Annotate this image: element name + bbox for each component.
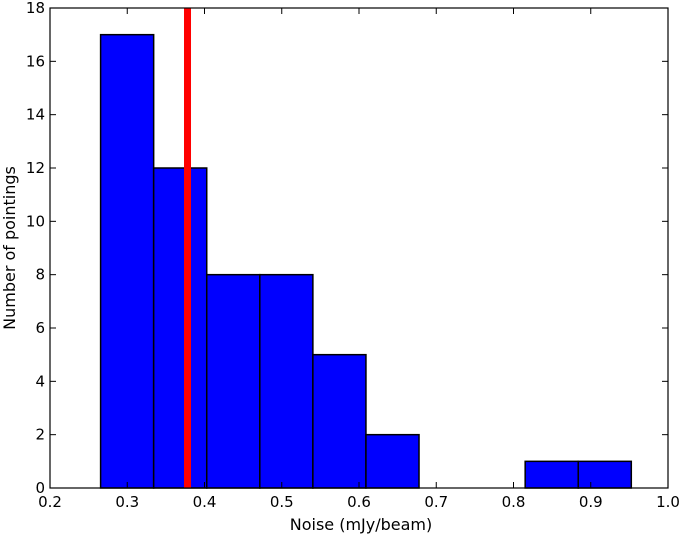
x-tick-label: 0.4 — [193, 493, 217, 511]
x-tick-label: 0.5 — [270, 493, 294, 511]
histogram-bar-1 — [99, 33, 155, 489]
histogram-bar-4 — [259, 273, 314, 489]
bars-group — [99, 33, 633, 489]
histogram-bar-3 — [205, 273, 261, 489]
x-tick-label: 0.7 — [424, 493, 448, 511]
y-tick-label: 18 — [26, 0, 45, 17]
y-tick-label: 8 — [35, 266, 45, 284]
x-axis-ticks: 0.2 0.3 0.4 0.5 0.6 0.7 0.8 0.9 1.0 — [38, 8, 680, 511]
y-axis-label: Number of pointings — [0, 166, 19, 330]
x-tick-label: 0.9 — [579, 493, 603, 511]
y-tick-label: 10 — [26, 212, 45, 230]
histogram-bar-10 — [577, 460, 633, 489]
histogram-bar-2 — [152, 167, 208, 489]
y-axis-ticks: 0 2 4 6 8 10 12 14 16 18 — [26, 0, 668, 497]
histogram-bar-5 — [312, 353, 367, 489]
histogram-bar-6 — [365, 433, 420, 489]
x-axis-label: Noise (mJy/beam) — [290, 515, 433, 534]
x-tick-label: 0.3 — [115, 493, 139, 511]
x-tick-label: 0.6 — [347, 493, 371, 511]
y-tick-label: 12 — [26, 159, 45, 177]
x-tick-label: 0.2 — [38, 493, 62, 511]
y-tick-label: 2 — [35, 426, 45, 444]
y-tick-label: 6 — [35, 319, 45, 337]
x-tick-label: 0.8 — [502, 493, 526, 511]
histogram-bar-9 — [524, 460, 579, 489]
y-tick-label: 14 — [26, 106, 45, 124]
y-tick-label: 16 — [26, 52, 45, 70]
y-tick-label: 0 — [35, 479, 45, 497]
y-tick-label: 4 — [35, 372, 45, 390]
x-tick-label: 1.0 — [656, 493, 680, 511]
